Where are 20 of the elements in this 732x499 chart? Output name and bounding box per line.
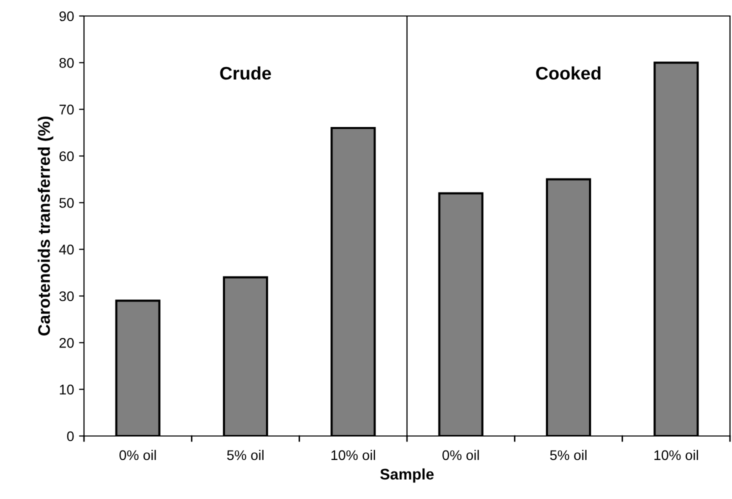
x-tick-label: 5% oil (227, 450, 264, 460)
y-tick-label: 30 (59, 291, 74, 302)
y-tick-label: 70 (60, 104, 74, 115)
x-tick-label: 10% oil (654, 450, 698, 460)
y-tick-label: 90 (59, 11, 74, 22)
x-axis-title: Sample (380, 468, 434, 483)
y-tick-label: 10 (60, 384, 74, 395)
y-tick-label: 80 (59, 58, 74, 68)
annotation: Crude (220, 66, 271, 80)
y-tick-label: 40 (59, 244, 74, 255)
x-tick-label: 0% oil (119, 450, 156, 460)
y-tick-label: 50 (59, 198, 74, 208)
y-axis-title: Carotenoids transferred (%) (38, 116, 54, 336)
x-tick-label: 5% oil (550, 450, 586, 460)
x-tick-label: 0% oil (442, 450, 479, 460)
y-tick-label: 20 (60, 338, 74, 348)
y-tick-label: 0 (67, 431, 74, 442)
annotation: Cooked (536, 66, 600, 80)
y-tick-label: 60 (60, 151, 74, 162)
x-tick-label: 10% oil (331, 450, 376, 460)
